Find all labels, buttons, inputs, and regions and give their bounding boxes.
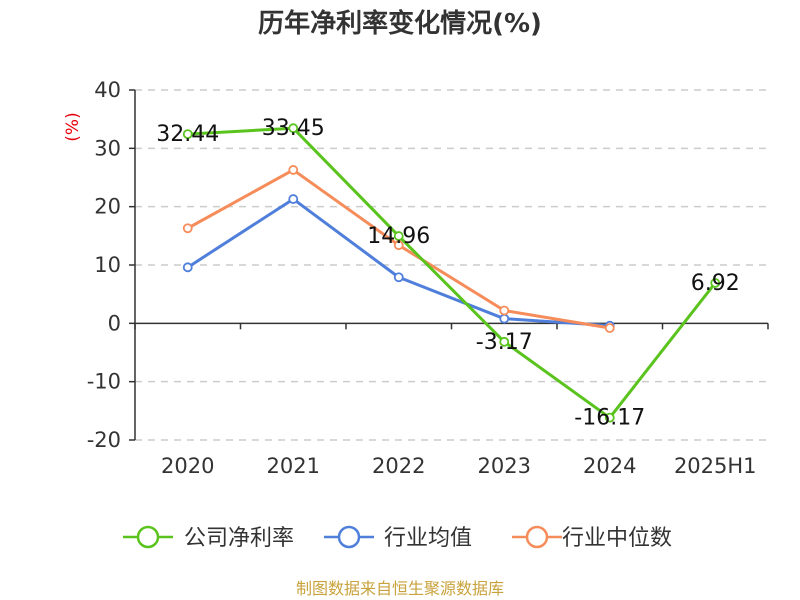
data-label: -3.17 [476, 330, 533, 355]
x-tick-label: 2025H1 [674, 454, 757, 478]
series-point [182, 262, 193, 273]
series-point [604, 412, 615, 423]
source-note: 制图数据来自恒生聚源数据库 [296, 579, 504, 598]
x-tick-label: 2021 [267, 454, 320, 478]
series-point [393, 272, 404, 283]
data-label: -16.17 [574, 406, 645, 431]
y-tick-label: 0 [108, 311, 121, 335]
legend-marker [525, 525, 549, 549]
series-line [186, 197, 610, 328]
y-tick-label: -20 [87, 428, 121, 452]
series-point [182, 223, 193, 234]
series-point [393, 240, 404, 251]
y-tick-label: 40 [94, 78, 121, 102]
series-point [499, 305, 510, 316]
series-point [288, 194, 299, 204]
legend-label: 行业均值 [384, 526, 472, 551]
axes: 40 30 20 10 0 -10 -20 2020 2021 2022 2023 2024 2025H… [87, 78, 769, 478]
data-label: 32.44 [156, 122, 219, 147]
series-point [393, 231, 404, 241]
series-point [499, 313, 510, 324]
grid-lines [135, 89, 768, 441]
series-point [288, 165, 299, 175]
series-point [499, 336, 510, 347]
legend-label: 公司净利率 [184, 526, 294, 551]
y-tick-label: 10 [94, 253, 121, 277]
series-point [288, 123, 299, 134]
y-tick-label: 30 [94, 136, 121, 160]
x-tick-label: 2022 [372, 454, 425, 478]
series-group [182, 123, 721, 423]
series-line [187, 126, 717, 420]
x-tick-label: 2023 [478, 454, 531, 478]
y-unit-label: (%) [63, 112, 83, 141]
data-label: 14.96 [367, 224, 430, 249]
data-labels: 32.44 33.45 14.96 -3.17 -16.17 6.92 [156, 116, 739, 430]
x-tick-label: 2020 [161, 454, 214, 478]
series-point [182, 129, 193, 140]
x-tick-label: 2024 [583, 454, 636, 478]
y-tick-label: 20 [94, 195, 121, 219]
data-label: 33.45 [262, 116, 325, 141]
data-label: 6.92 [691, 271, 740, 296]
chart-title: 历年净利率变化情况(%) [258, 8, 542, 39]
legend-marker [136, 525, 160, 549]
legend: 公司净利率 行业均值 行业中位数 [123, 525, 672, 551]
legend-marker [337, 525, 361, 549]
series-point [710, 278, 721, 288]
series-point [604, 323, 615, 333]
y-tick-label: -10 [87, 370, 121, 394]
legend-label: 行业中位数 [562, 526, 672, 551]
